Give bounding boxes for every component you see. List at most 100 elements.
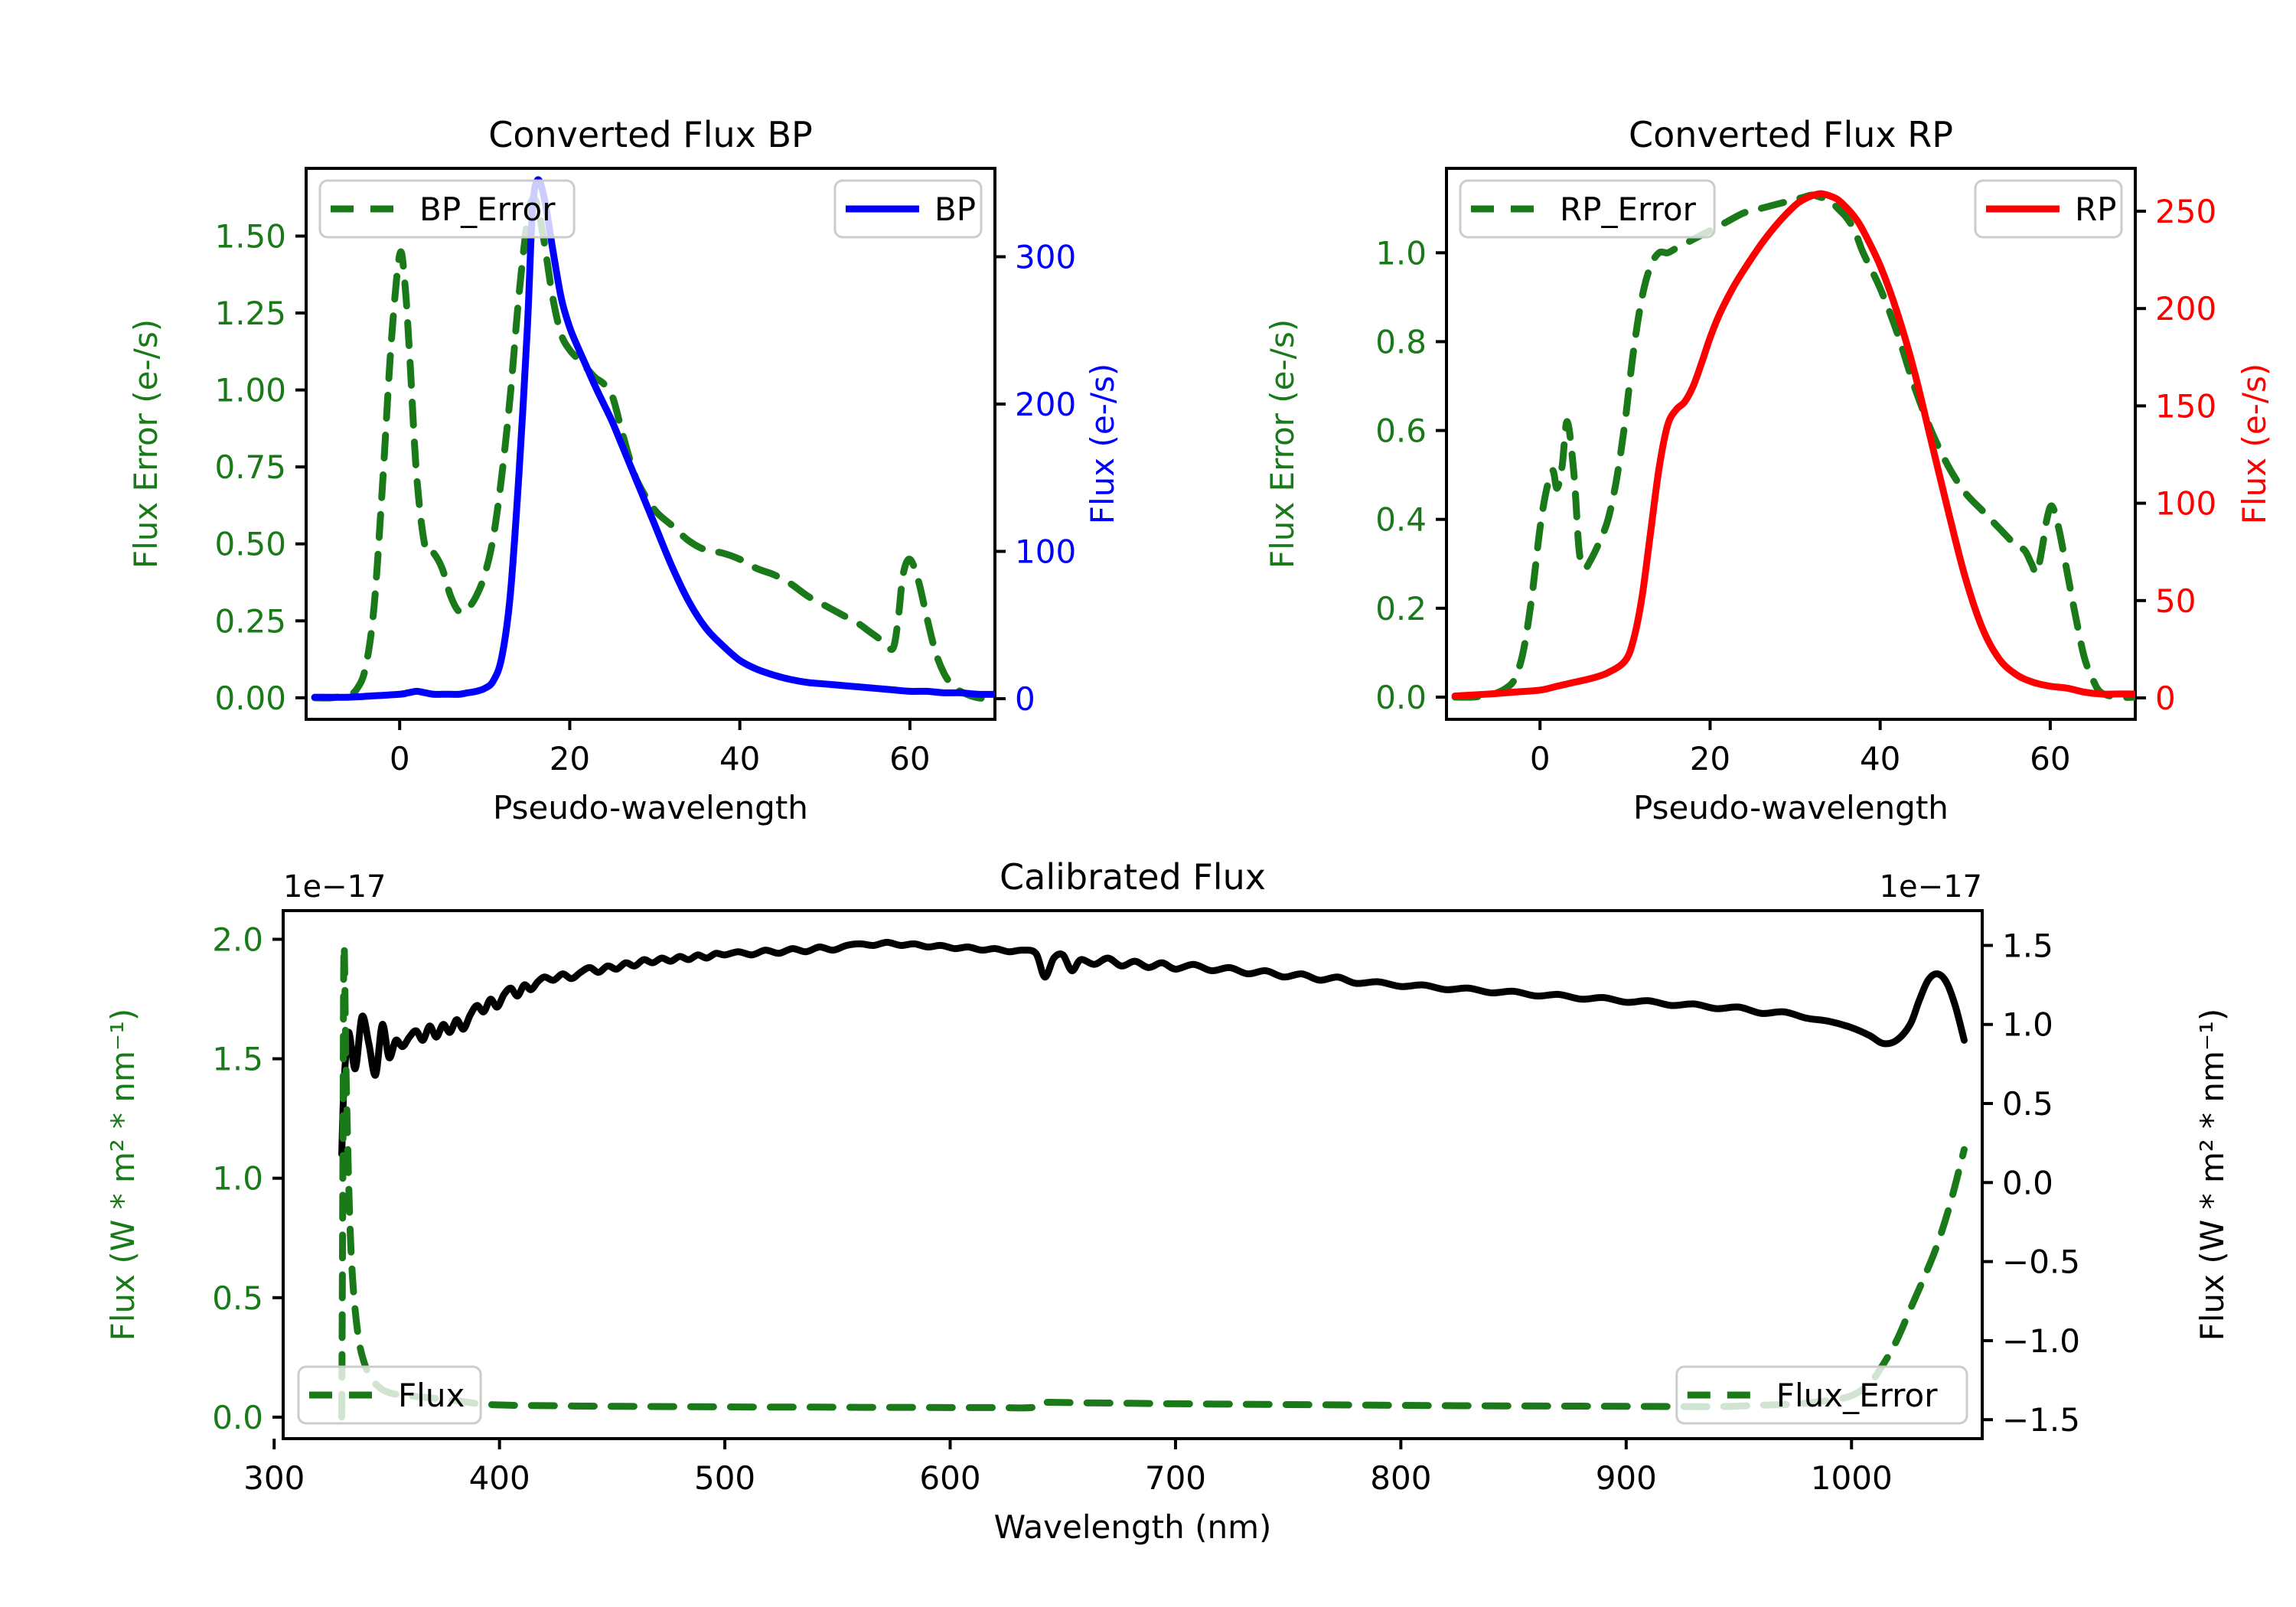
y-right-axis-label: Flux (e-/s): [2236, 363, 2273, 524]
x-tick-label: 900: [1596, 1459, 1657, 1497]
x-tick-label: 0: [390, 740, 410, 777]
y-right-tick-label: 0.5: [2002, 1085, 2053, 1123]
panel-converted-flux-rp: Converted Flux RP 0 20 40 60 Pseudo-wavelengt…: [1148, 84, 2296, 857]
converted_flux_rp-svg: Converted Flux RP 0 20 40 60 Pseudo-wavelengt…: [1264, 114, 2273, 826]
x-tick-label: 700: [1145, 1459, 1206, 1497]
converted_flux_bp-svg: Converted Flux BP 0 20 40 60 Pseudo-wavelengt…: [127, 114, 1121, 826]
y-right-tick-label: 1.5: [2002, 927, 2053, 964]
y-left-axis-label: Flux (W * m² * nm⁻¹): [104, 1009, 142, 1341]
x-tick-label: 20: [1690, 740, 1730, 777]
x-tick-label: 40: [1860, 740, 1900, 777]
x-tick-label: 300: [243, 1459, 305, 1497]
x-tick-label: 600: [919, 1459, 980, 1497]
legend-flux-error[interactable]: Flux_Error: [1675, 1365, 1968, 1425]
legend-rp-error[interactable]: RP_Error: [1459, 179, 1716, 239]
y-left-tick-label: 0.5: [212, 1279, 263, 1317]
y-right-tick-label: 1.0: [2002, 1006, 2053, 1044]
x-tick-label: 20: [550, 740, 590, 777]
x-axis-label: Pseudo-wavelength: [493, 789, 808, 826]
y-right-tick-label: 0.0: [2002, 1164, 2053, 1201]
y-right-tick-label: 0: [1015, 680, 1035, 718]
y-right-tick-label: 0: [2155, 680, 2176, 717]
y-left-tick-label: 0.0: [1375, 679, 1427, 716]
y-left-tick-label: 1.0: [1375, 234, 1427, 272]
y-right-axis-label: Flux (W * m² * nm⁻¹): [2193, 1009, 2231, 1341]
y-right-tick-label: −1.0: [2002, 1322, 2080, 1360]
legend-label: BP_Error: [419, 191, 556, 228]
y-left-axis-label: Flux Error (e-/s): [1264, 319, 1301, 569]
legend-label: Flux: [398, 1377, 465, 1414]
y-left-tick-label: 1.0: [212, 1160, 263, 1198]
x-tick-label: 60: [2030, 740, 2070, 777]
chart-title: Converted Flux BP: [488, 114, 813, 155]
calibrated_flux-svg: Calibrated Flux 300 400 500 600 700 800 900 1000…: [104, 856, 2231, 1546]
legend-label: Flux_Error: [1776, 1377, 1938, 1414]
legend-flux[interactable]: Flux: [297, 1365, 482, 1425]
legend-rp[interactable]: RP: [1974, 179, 2123, 239]
data-layer: [338, 938, 1968, 1421]
y-right-tick-label: 100: [1015, 533, 1076, 571]
panel-converted-flux-bp: Converted Flux BP 0 20 40 60 Pseudo-wavelengt…: [0, 84, 1148, 857]
x-tick-label: 60: [889, 740, 930, 777]
x-tick-label: 1000: [1811, 1459, 1893, 1497]
axes-frame: [1445, 167, 2137, 721]
axes-frame: [282, 909, 1984, 1440]
legend-label: RP_Error: [1560, 191, 1697, 228]
y-right-tick-label: 150: [2155, 387, 2216, 425]
y-right-tick-label: 300: [1015, 239, 1076, 276]
legend-label: RP: [2075, 191, 2117, 228]
y-left-tick-label: 0.6: [1375, 412, 1427, 450]
series-rp-error: [1451, 191, 2135, 701]
y-left-tick-label: 0.50: [214, 526, 286, 563]
y-left-tick-label: 0.2: [1375, 590, 1427, 627]
series-bp: [311, 176, 995, 701]
x-tick-label: 800: [1370, 1459, 1431, 1497]
x-tick-label: 40: [719, 740, 760, 777]
legend-box: [297, 1365, 482, 1425]
legend-box: [318, 179, 576, 239]
legend-bp[interactable]: BP: [833, 179, 983, 239]
y-right-axis-label: Flux (e-/s): [1084, 363, 1121, 524]
series-flux: [338, 938, 1968, 1158]
y-left-tick-label: 1.5: [212, 1041, 263, 1078]
y-right-tick-label: 200: [2155, 290, 2216, 328]
y-right-tick-label: 200: [1015, 386, 1076, 423]
y-left-tick-label: 1.50: [214, 217, 286, 255]
chart-title: Calibrated Flux: [1000, 856, 1266, 898]
y-right-tick-label: −1.5: [2002, 1401, 2080, 1439]
legend-bp-error[interactable]: BP_Error: [318, 179, 576, 239]
x-tick-label: 0: [1530, 740, 1551, 777]
y-right-tick-label: 50: [2155, 582, 2196, 620]
y-right-tick-label: −0.5: [2002, 1244, 2080, 1281]
legend-box: [1675, 1365, 1968, 1425]
y-left-tick-label: 0.8: [1375, 323, 1427, 360]
y-left-tick-label: 0.00: [214, 680, 286, 717]
y-left-tick-label: 0.4: [1375, 501, 1427, 539]
y-left-axis-label: Flux Error (e-/s): [127, 319, 165, 569]
y-left-tick-label: 2.0: [212, 921, 263, 958]
y-right-tick-label: 100: [2155, 485, 2216, 523]
y-left-tick-label: 1.25: [214, 295, 286, 332]
data-layer: [311, 176, 995, 702]
legend-box: [1459, 179, 1716, 239]
data-layer: [1451, 190, 2135, 701]
panel-calibrated-flux: Calibrated Flux 300 400 500 600 700 800 900 1000…: [0, 842, 2296, 1607]
axes-frame: [305, 167, 996, 721]
y-left-tick-label: 0.25: [214, 602, 286, 640]
x-axis-label: Wavelength (nm): [994, 1508, 1272, 1546]
y-left-tick-label: 1.00: [214, 372, 286, 409]
y-left-offset-text: 1e−17: [283, 869, 386, 905]
y-right-tick-label: 250: [2155, 193, 2216, 230]
series-flux-error: [338, 941, 1968, 1421]
x-axis-label: Pseudo-wavelength: [1633, 789, 1949, 826]
x-tick-label: 400: [469, 1459, 530, 1497]
series-bp-error: [311, 194, 995, 702]
x-tick-label: 500: [694, 1459, 755, 1497]
chart-title: Converted Flux RP: [1629, 114, 1953, 155]
series-rp: [1451, 190, 2135, 699]
legend-label: BP: [934, 191, 976, 228]
y-right-offset-text: 1e−17: [1880, 869, 1982, 905]
y-left-tick-label: 0.75: [214, 448, 286, 486]
y-left-tick-label: 0.0: [212, 1399, 263, 1436]
